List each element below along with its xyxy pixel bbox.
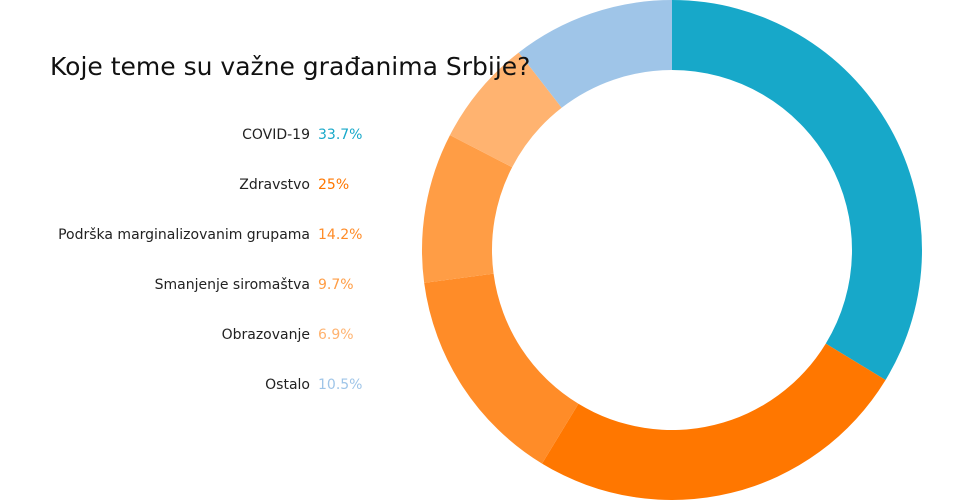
legend-label: Zdravstvo bbox=[239, 177, 310, 193]
slice bbox=[542, 343, 886, 500]
slice bbox=[518, 0, 672, 108]
legend-label: Ostalo bbox=[265, 377, 310, 393]
slice bbox=[424, 273, 579, 464]
slice bbox=[672, 0, 922, 380]
legend-value: 14.2% bbox=[318, 227, 362, 243]
legend-value: 6.9% bbox=[318, 327, 354, 343]
legend-value: 9.7% bbox=[318, 277, 354, 293]
slice bbox=[422, 135, 513, 283]
legend: COVID-19 33.7% Zdravstvo 25% Podrška margina… bbox=[58, 127, 362, 393]
legend-label: COVID-19 bbox=[242, 127, 310, 143]
donut bbox=[422, 0, 922, 500]
legend-value: 10.5% bbox=[318, 377, 362, 393]
legend-label: Obrazovanje bbox=[222, 327, 310, 343]
legend-value: 25% bbox=[318, 177, 349, 193]
slice bbox=[449, 52, 562, 168]
chart-title: Koje teme su važne građanima Srbije? bbox=[50, 52, 530, 81]
legend-label: Smanjenje siromaštva bbox=[155, 277, 310, 293]
legend-value: 33.7% bbox=[318, 127, 362, 143]
legend-label: Podrška marginalizovanim grupama bbox=[58, 227, 310, 243]
